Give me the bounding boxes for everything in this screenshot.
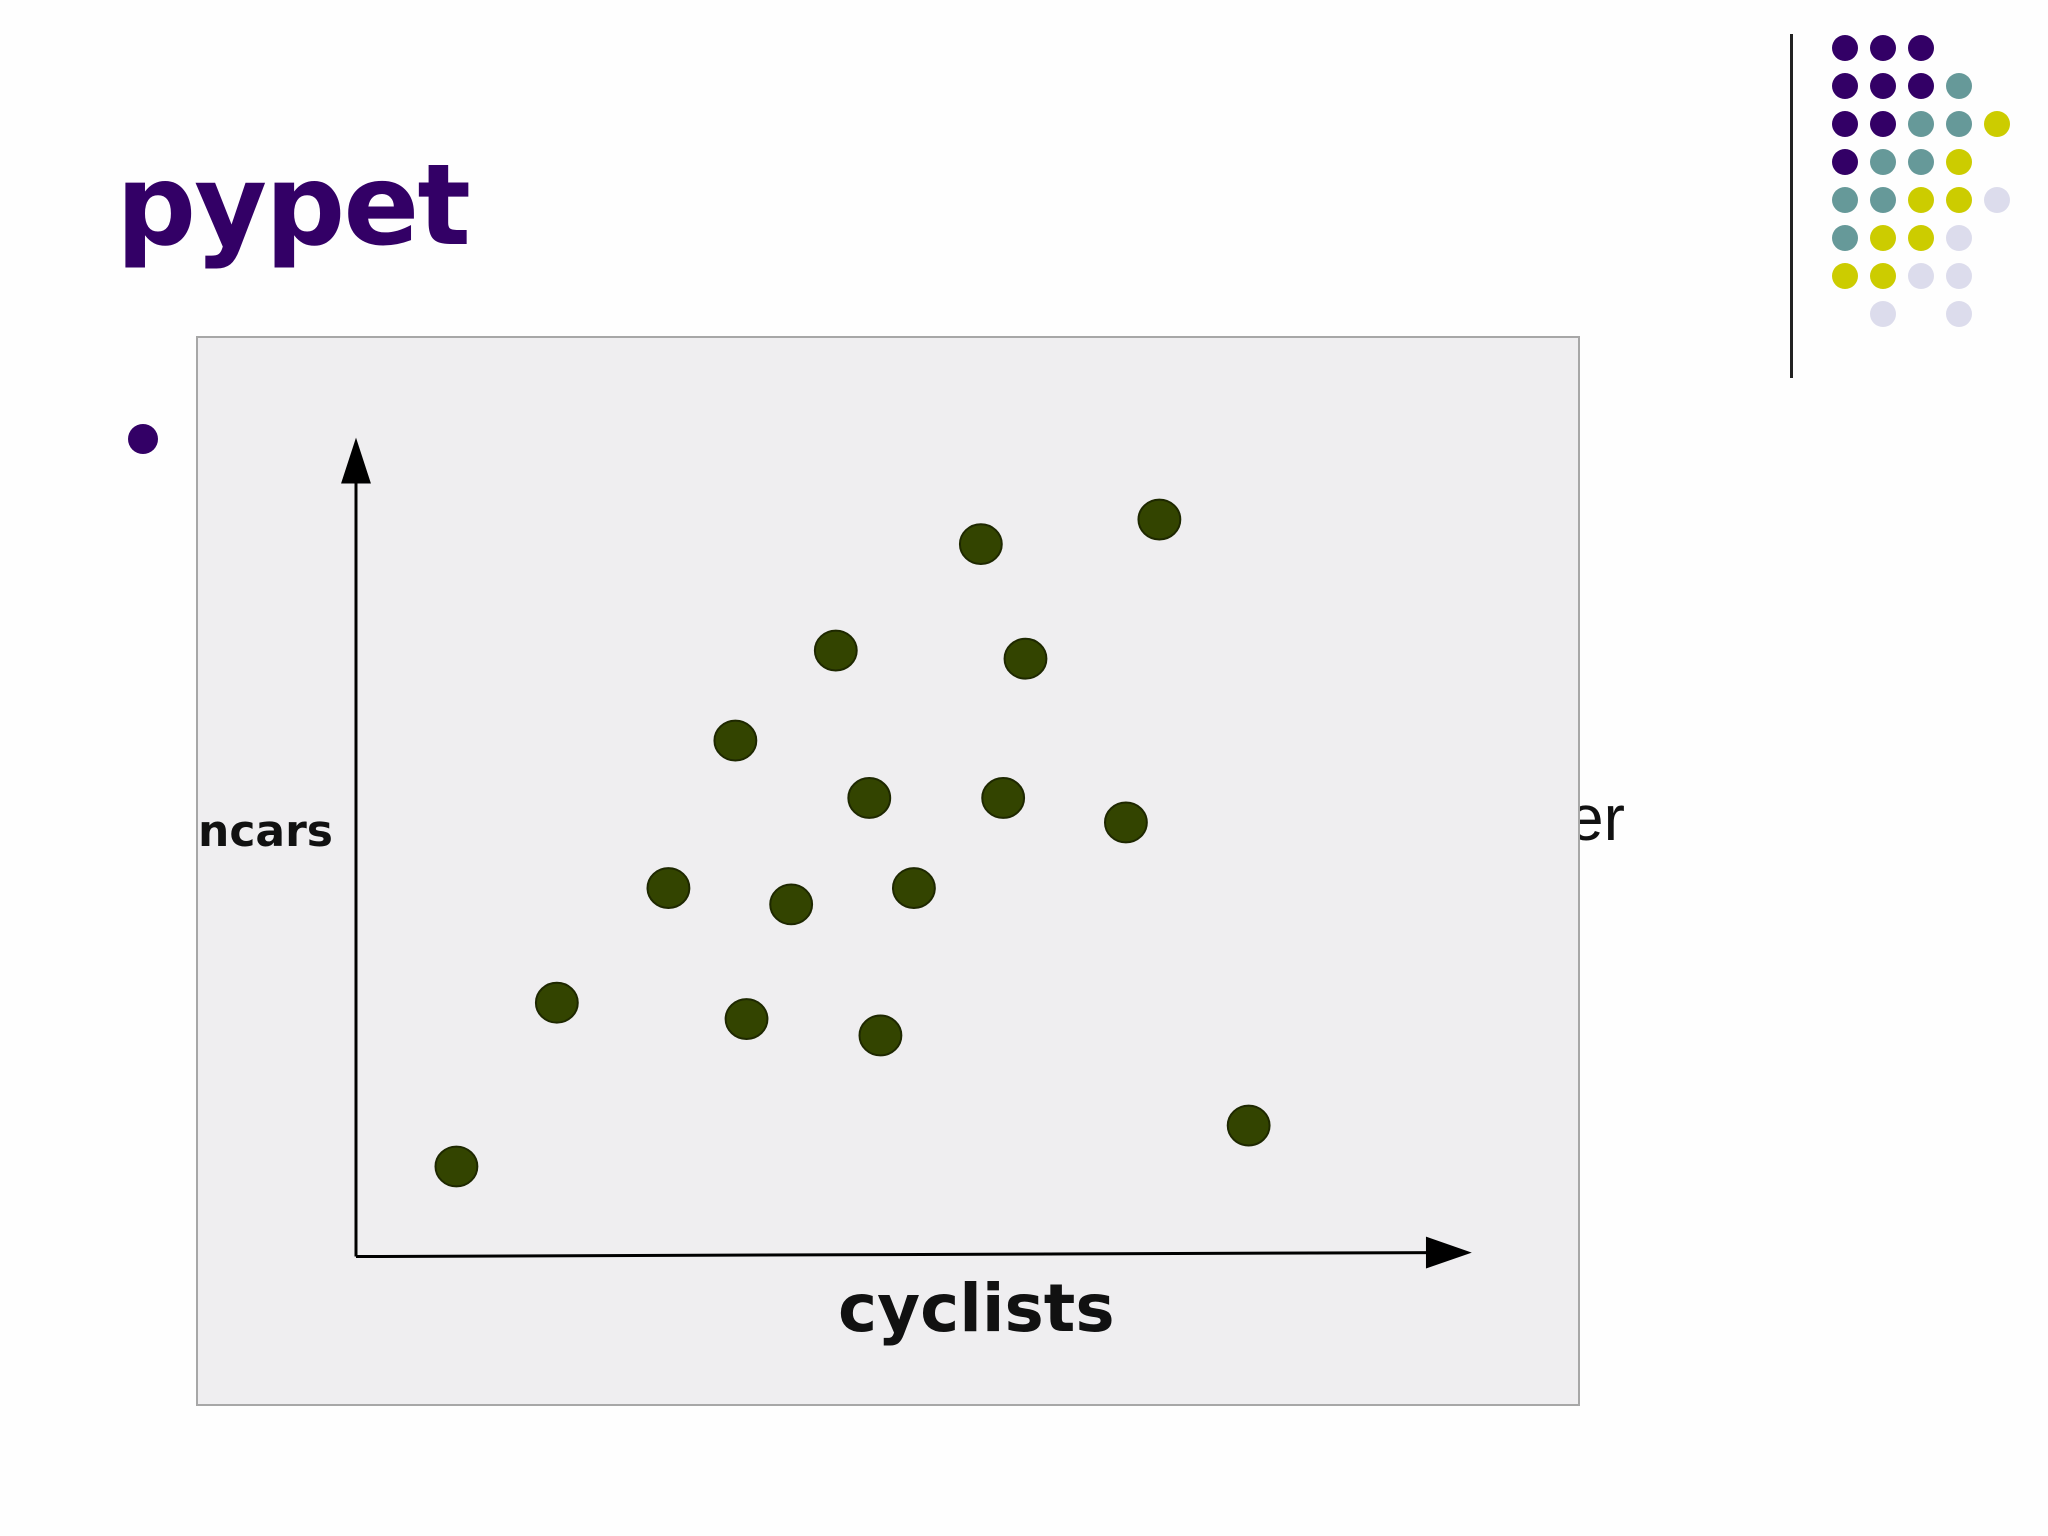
scatter-point <box>534 981 579 1024</box>
decorative-dot <box>1984 111 2010 137</box>
decorative-dot <box>1946 225 1972 251</box>
decorative-dot <box>1870 149 1896 175</box>
decorative-dot <box>1832 187 1858 213</box>
decorative-dot <box>1870 187 1896 213</box>
scatter-point <box>434 1145 479 1188</box>
scatter-point <box>958 523 1003 566</box>
scatter-point <box>713 719 758 762</box>
decorative-dot <box>1946 73 1972 99</box>
decorative-dot <box>1832 35 1858 61</box>
decorative-dot <box>1870 111 1896 137</box>
scatter-point <box>646 867 691 909</box>
scatter-point <box>1137 498 1182 541</box>
y-axis-label: ncars <box>198 806 333 857</box>
scatter-point <box>1003 637 1048 680</box>
slide-title: pypet <box>116 141 471 271</box>
scatter-point <box>858 1014 903 1057</box>
decorative-dot <box>1870 263 1896 289</box>
decorative-dot <box>1908 111 1934 137</box>
decorative-dot <box>1870 225 1896 251</box>
y-axis-arrowhead <box>341 437 371 484</box>
decorative-dot <box>1870 35 1896 61</box>
decorative-dot <box>1946 263 1972 289</box>
decorative-dot <box>1870 73 1896 99</box>
decorative-dot <box>1832 149 1858 175</box>
decorative-dot <box>1870 301 1896 327</box>
bullet-icon <box>128 424 158 454</box>
scatter-point <box>847 777 892 819</box>
scatter-point <box>891 867 936 909</box>
x-axis-arrowhead <box>1425 1236 1472 1269</box>
decorative-dot <box>1984 187 2010 213</box>
scatter-point <box>769 883 814 926</box>
decorative-dot <box>1946 187 1972 213</box>
decorative-dot <box>1832 73 1858 99</box>
decorative-dot <box>1908 225 1934 251</box>
data-points <box>434 498 1271 1188</box>
decorative-dot <box>1908 35 1934 61</box>
decorative-dot <box>1908 187 1934 213</box>
decorative-dot <box>1832 225 1858 251</box>
decorative-dot <box>1908 149 1934 175</box>
x-axis-label: cyclists <box>838 1270 1115 1347</box>
decorative-divider <box>1790 34 1793 378</box>
decorative-dot <box>1946 301 1972 327</box>
decorative-dot <box>1908 73 1934 99</box>
decorative-dot <box>1832 263 1858 289</box>
x-axis-line <box>355 1251 1434 1259</box>
scatter-point <box>981 777 1026 819</box>
scatter-point <box>1103 801 1148 844</box>
scatter-point <box>1226 1104 1271 1147</box>
decorative-dot <box>1946 149 1972 175</box>
scatter-point <box>724 998 769 1040</box>
scatter-plot <box>341 437 1472 1269</box>
decorative-dot <box>1908 263 1934 289</box>
decorative-dot <box>1946 111 1972 137</box>
scatter-point <box>813 629 858 672</box>
plot-axes <box>341 437 1472 1269</box>
decorative-dot <box>1832 111 1858 137</box>
scatter-plot-image: ncars cyclists <box>196 336 1580 1406</box>
